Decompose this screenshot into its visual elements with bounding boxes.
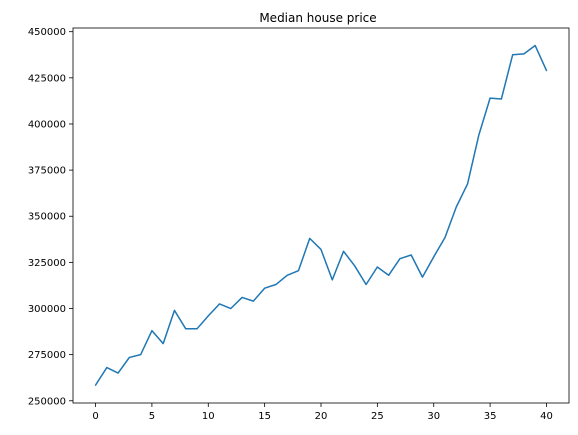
x-tick-label: 10 (202, 411, 215, 422)
x-tick-label: 5 (149, 411, 155, 422)
x-axis-ticks: 0 5 10 15 20 25 30 35 40 (92, 403, 553, 422)
x-tick-label: 30 (427, 411, 440, 422)
x-tick-label: 0 (92, 411, 98, 422)
x-tick-label: 25 (371, 411, 384, 422)
y-tick-label: 325000 (28, 258, 66, 269)
x-tick-label: 20 (315, 411, 328, 422)
y-tick-label: 350000 (28, 212, 66, 223)
x-tick-label: 35 (484, 411, 497, 422)
y-tick-label: 375000 (28, 166, 66, 177)
y-axis-ticks: 250000 275000 300000 325000 350000 375000 4000… (28, 27, 73, 407)
y-tick-label: 300000 (28, 304, 66, 315)
y-tick-label: 450000 (28, 27, 66, 38)
x-tick-label: 40 (540, 411, 553, 422)
plot-frame (72, 27, 570, 404)
y-tick-label: 275000 (28, 350, 66, 361)
y-tick-label: 425000 (28, 73, 66, 84)
x-tick-label: 15 (258, 411, 271, 422)
y-tick-label: 250000 (28, 396, 66, 407)
series-line (94, 44, 548, 386)
y-tick-label: 400000 (28, 119, 66, 130)
chart-title: Median house price (259, 11, 376, 25)
